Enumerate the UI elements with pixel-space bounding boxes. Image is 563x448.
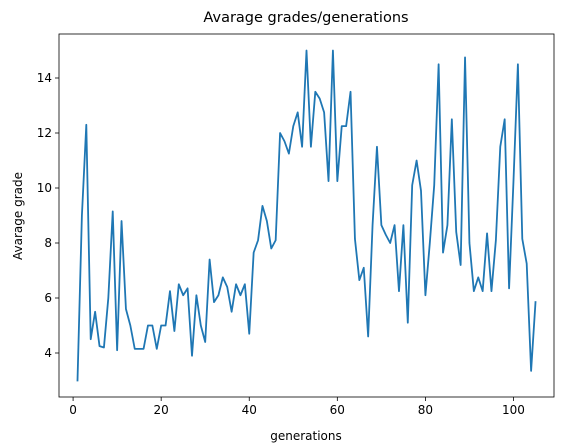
- y-axis: 4 6 8 10 12 14: [37, 71, 59, 360]
- x-axis-label: generations: [270, 429, 342, 443]
- chart-title: Avarage grades/generations: [203, 10, 408, 26]
- y-tick-label: 10: [37, 181, 52, 195]
- x-tick-label: 60: [330, 403, 345, 417]
- x-tick-label: 40: [242, 403, 257, 417]
- y-tick-label: 8: [44, 236, 52, 250]
- x-tick-label: 0: [69, 403, 77, 417]
- y-axis-label: Avarage grade: [11, 172, 25, 260]
- series-line: [76, 49, 537, 382]
- y-tick-label: 12: [37, 126, 52, 140]
- y-tick-label: 14: [37, 71, 52, 85]
- y-tick-label: 6: [44, 291, 52, 305]
- x-tick-label: 20: [154, 403, 169, 417]
- x-tick-label: 80: [418, 403, 433, 417]
- x-axis: 0 20 40 60 80 100: [69, 397, 525, 417]
- x-tick-label: 100: [502, 403, 525, 417]
- plot-area: [76, 49, 537, 382]
- y-tick-label: 4: [44, 346, 52, 360]
- plot-frame: [58, 33, 555, 398]
